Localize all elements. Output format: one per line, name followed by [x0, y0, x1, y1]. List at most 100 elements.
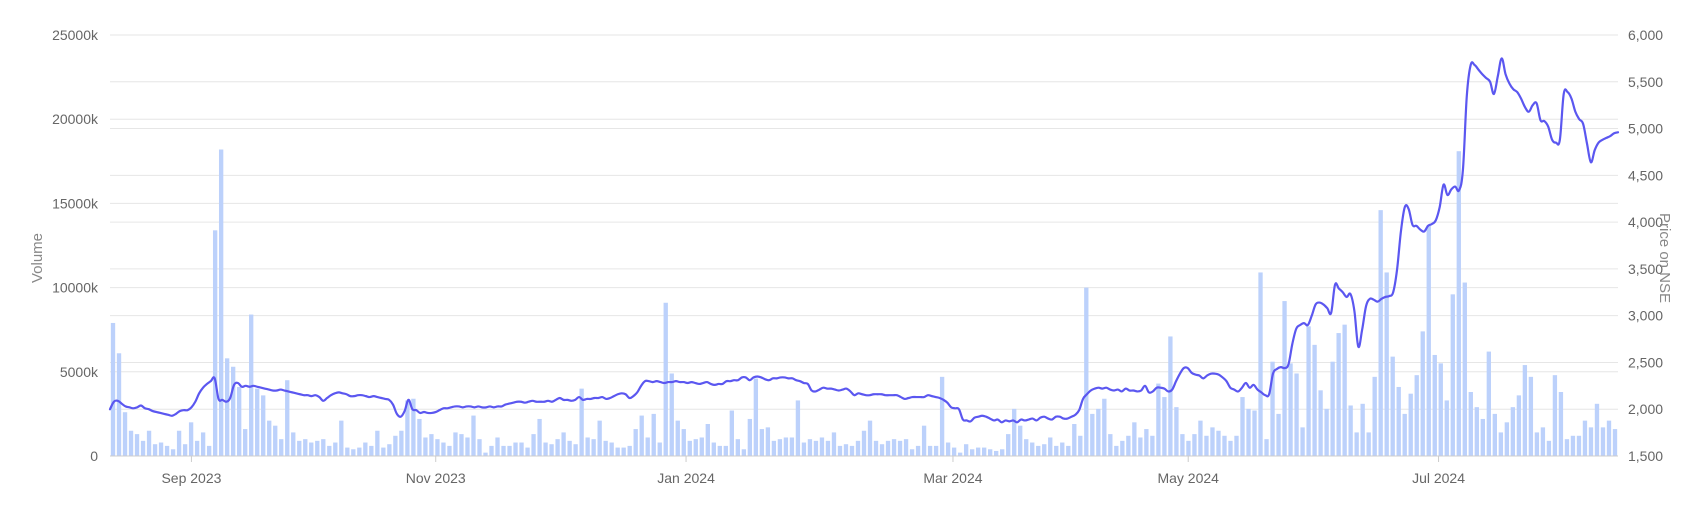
volume-bar [1006, 434, 1011, 456]
volume-bar [669, 373, 674, 456]
volume-bar [1222, 435, 1227, 456]
volume-bar [1516, 395, 1522, 456]
volume-bar [1372, 376, 1377, 456]
left-tick-label: 10000k [52, 280, 99, 296]
volume-bar [363, 442, 368, 456]
volume-bar [903, 439, 909, 456]
volume-bar [200, 432, 206, 456]
volume-bar [657, 442, 662, 456]
volume-bar [1468, 392, 1473, 456]
volume-bar [393, 435, 398, 456]
left-axis-title: Volume [29, 233, 46, 283]
volume-bar [699, 437, 704, 456]
volume-bar [1240, 397, 1245, 456]
volume-bar [1480, 418, 1485, 456]
volume-bar [285, 380, 290, 456]
volume-bar [651, 413, 656, 456]
price-line [108, 57, 1620, 424]
volume-bar [345, 447, 350, 456]
volume-bar [525, 447, 530, 456]
volume-bar [417, 418, 422, 456]
volume-bar [645, 437, 650, 456]
volume-bar [1324, 408, 1329, 456]
volume-bar [1588, 427, 1594, 456]
volume-bar [1012, 408, 1017, 456]
volume-bar [1096, 408, 1101, 456]
volume-bar [435, 439, 440, 456]
volume-bar [843, 444, 849, 456]
volume-bar [681, 429, 686, 456]
volume-bar [909, 449, 915, 456]
volume-bar [1492, 413, 1497, 456]
volume-bar [1306, 326, 1311, 456]
volume-bar [687, 440, 692, 456]
volume-bar [291, 432, 296, 456]
volume-bar [873, 440, 879, 456]
volume-bar [861, 430, 867, 456]
volume-bar [1432, 354, 1437, 456]
volume-bar [1510, 407, 1516, 456]
volume-bar [1540, 427, 1546, 456]
volume-bar [915, 445, 921, 456]
volume-bar [867, 420, 873, 456]
volume-bar [441, 442, 446, 456]
volume-bar [1252, 410, 1257, 456]
volume-bar [212, 230, 218, 456]
volume-bar [309, 442, 314, 456]
volume-bar [825, 440, 831, 456]
volume-bar [627, 445, 632, 456]
volume-bar [237, 386, 242, 456]
volume-bar [982, 447, 987, 456]
volume-bar [1108, 434, 1113, 456]
volume-bar [1498, 432, 1504, 456]
volume-bar [1288, 363, 1293, 456]
volume-bar [705, 424, 710, 456]
x-tick-label: Mar 2024 [923, 470, 982, 486]
volume-bar [519, 442, 524, 456]
volume-bar [357, 447, 362, 456]
volume-bar [1132, 422, 1137, 456]
right-tick-label: 6,000 [1628, 27, 1663, 43]
volume-bar [753, 378, 759, 456]
volume-bar [1426, 225, 1431, 456]
volume-bar [1156, 383, 1161, 456]
volume-bar [1246, 408, 1251, 456]
volume-bar [759, 429, 765, 456]
volume-bar [327, 445, 332, 456]
volume-bar [429, 434, 434, 456]
volume-bar [1048, 437, 1053, 456]
volume-bar [477, 439, 482, 456]
volume-bar [1054, 445, 1059, 456]
x-tick-label: Sep 2023 [161, 470, 221, 486]
volume-bar [1612, 429, 1618, 456]
volume-bar [537, 418, 542, 456]
volume-bar [567, 440, 572, 456]
volume-bar [303, 439, 308, 456]
left-axis-ticks: 0 5000k 10000k 15000k 20000k 25000k [52, 27, 99, 464]
right-tick-label: 2,500 [1628, 354, 1663, 370]
volume-bar [609, 442, 614, 456]
volume-bar [1408, 393, 1413, 456]
volume-bar [663, 302, 668, 456]
volume-bar [1528, 376, 1534, 456]
volume-bar [561, 432, 566, 456]
right-tick-label: 3,500 [1628, 261, 1663, 277]
left-tick-label: 20000k [52, 111, 99, 127]
volume-bar [170, 449, 176, 456]
volume-bar [471, 415, 476, 456]
volume-bar [1348, 405, 1353, 456]
volume-bar [231, 366, 236, 456]
volume-bar [224, 358, 230, 456]
volume-bar [1072, 424, 1077, 456]
x-tick-label: Nov 2023 [406, 470, 466, 486]
volume-bar [152, 444, 158, 456]
volume-bar [1378, 210, 1383, 456]
volume-bar [597, 420, 602, 456]
x-tick-label: Jul 2024 [1412, 470, 1465, 486]
volume-bar [573, 444, 578, 456]
volume-bar [1180, 434, 1185, 456]
volume-bar [1084, 287, 1089, 456]
volume-bar [1522, 365, 1528, 456]
volume-bar [1234, 435, 1239, 456]
volume-bar [1396, 386, 1401, 456]
